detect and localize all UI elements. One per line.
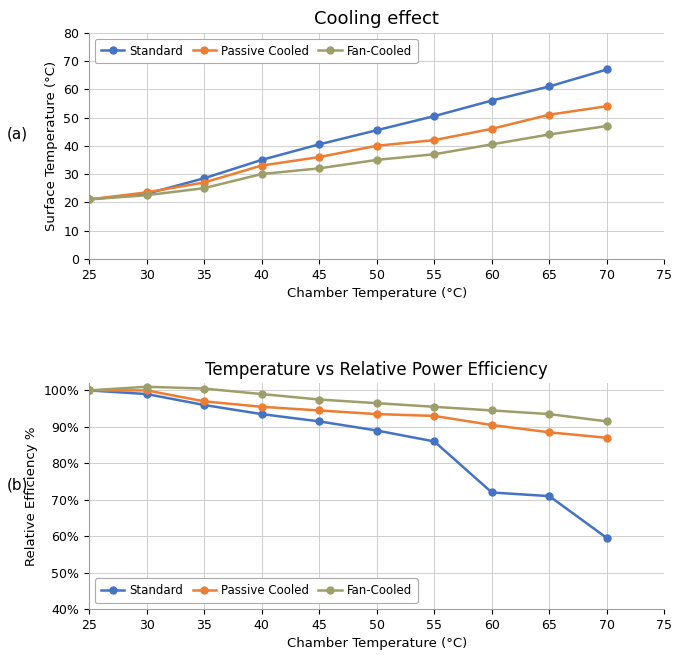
Fan-Cooled (373, 400, 381, 407)
Fan-Cooled (603, 122, 611, 130)
Passive Cooled (200, 179, 208, 187)
Standard (315, 417, 323, 425)
Standard (430, 112, 438, 120)
Passive Cooled (545, 428, 553, 436)
Fan-Cooled (603, 417, 611, 425)
Line: Passive Cooled: Passive Cooled (86, 103, 610, 203)
Standard (430, 438, 438, 445)
Line: Fan-Cooled: Fan-Cooled (86, 383, 610, 425)
Fan-Cooled (85, 386, 93, 394)
Fan-Cooled (545, 410, 553, 418)
Standard (85, 386, 93, 394)
Standard (603, 66, 611, 73)
Title: Temperature vs Relative Power Efficiency: Temperature vs Relative Power Efficiency (206, 361, 548, 379)
Fan-Cooled (258, 170, 266, 178)
Passive Cooled (258, 403, 266, 411)
Standard (258, 410, 266, 418)
Standard (603, 534, 611, 542)
Standard (200, 401, 208, 409)
Fan-Cooled (488, 407, 496, 415)
Passive Cooled (603, 102, 611, 110)
Standard (488, 489, 496, 496)
Standard (373, 126, 381, 134)
Text: (a): (a) (7, 127, 28, 142)
Passive Cooled (373, 410, 381, 418)
Passive Cooled (85, 386, 93, 394)
Fan-Cooled (315, 164, 323, 172)
Passive Cooled (142, 386, 151, 394)
Passive Cooled (315, 407, 323, 415)
Text: (b): (b) (7, 477, 28, 493)
Fan-Cooled (258, 390, 266, 398)
Standard (142, 190, 151, 198)
Standard (142, 390, 151, 398)
Fan-Cooled (545, 130, 553, 138)
Passive Cooled (488, 125, 496, 133)
Line: Standard: Standard (86, 387, 610, 542)
Standard (373, 426, 381, 434)
Fan-Cooled (85, 196, 93, 204)
Passive Cooled (545, 111, 553, 119)
Fan-Cooled (488, 140, 496, 148)
Fan-Cooled (142, 191, 151, 199)
Fan-Cooled (200, 184, 208, 192)
Line: Standard: Standard (86, 66, 610, 203)
Passive Cooled (142, 189, 151, 196)
Title: Cooling effect: Cooling effect (314, 10, 439, 28)
Standard (545, 492, 553, 500)
X-axis label: Chamber Temperature (°C): Chamber Temperature (°C) (286, 287, 467, 300)
Standard (258, 156, 266, 164)
Standard (85, 196, 93, 204)
Fan-Cooled (315, 396, 323, 403)
Legend: Standard, Passive Cooled, Fan-Cooled: Standard, Passive Cooled, Fan-Cooled (95, 39, 418, 64)
Passive Cooled (200, 398, 208, 405)
Fan-Cooled (430, 150, 438, 158)
Passive Cooled (430, 136, 438, 144)
Fan-Cooled (430, 403, 438, 411)
Passive Cooled (373, 142, 381, 150)
Passive Cooled (488, 421, 496, 429)
Passive Cooled (258, 162, 266, 170)
Passive Cooled (603, 434, 611, 441)
Fan-Cooled (142, 383, 151, 390)
Line: Fan-Cooled: Fan-Cooled (86, 122, 610, 203)
Standard (200, 174, 208, 182)
Line: Passive Cooled: Passive Cooled (86, 387, 610, 441)
Standard (315, 140, 323, 148)
Y-axis label: Relative Efficiency %: Relative Efficiency % (25, 426, 38, 566)
X-axis label: Chamber Temperature (°C): Chamber Temperature (°C) (286, 637, 467, 650)
Standard (488, 97, 496, 105)
Passive Cooled (85, 196, 93, 204)
Legend: Standard, Passive Cooled, Fan-Cooled: Standard, Passive Cooled, Fan-Cooled (95, 578, 418, 603)
Standard (545, 83, 553, 90)
Fan-Cooled (200, 384, 208, 392)
Fan-Cooled (373, 156, 381, 164)
Y-axis label: Surface Temperature (°C): Surface Temperature (°C) (45, 61, 58, 231)
Passive Cooled (315, 153, 323, 161)
Passive Cooled (430, 412, 438, 420)
